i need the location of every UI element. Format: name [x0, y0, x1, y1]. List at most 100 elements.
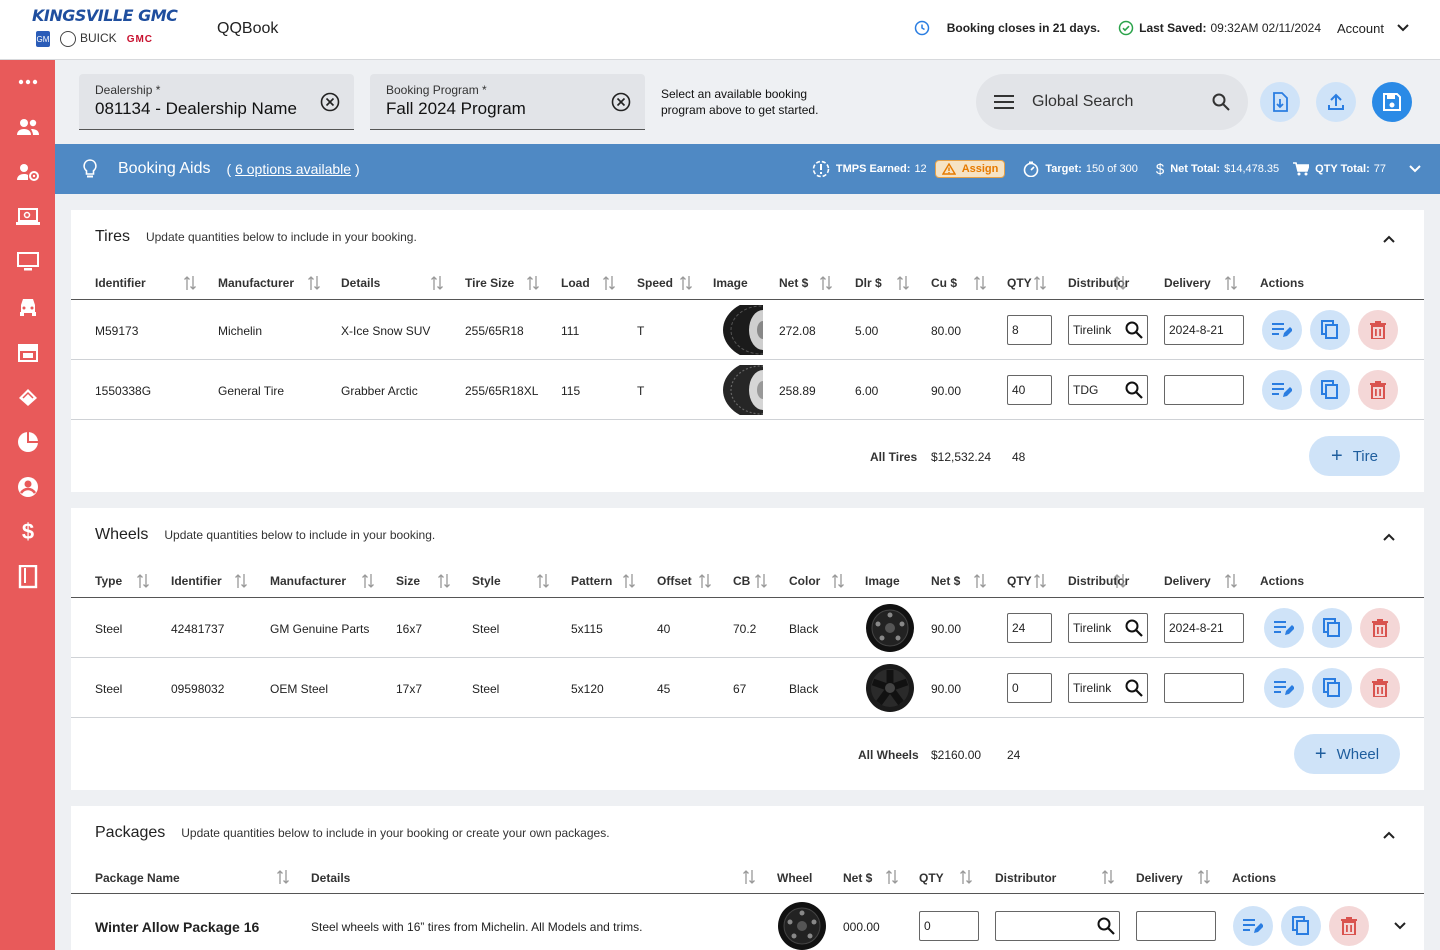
edit-button[interactable] — [1262, 370, 1302, 410]
duplicate-button[interactable] — [1312, 608, 1352, 648]
qty-input[interactable]: 24 — [1007, 613, 1052, 643]
duplicate-button[interactable] — [1310, 310, 1350, 350]
search-icon[interactable] — [1125, 679, 1143, 697]
sort-icon[interactable] — [819, 274, 833, 292]
sort-icon[interactable] — [276, 868, 290, 886]
sort-icon[interactable] — [234, 572, 248, 590]
search-icon[interactable] — [1212, 93, 1230, 111]
chevron-up-icon[interactable] — [1382, 232, 1396, 246]
vehicle-icon[interactable] — [16, 295, 40, 319]
delivery-input[interactable]: 2024-8-21 — [1164, 315, 1244, 345]
distributor-input[interactable]: Tirelink — [1068, 315, 1148, 345]
sort-icon[interactable] — [526, 274, 540, 292]
laptop-icon[interactable] — [16, 205, 40, 229]
save-button[interactable] — [1372, 82, 1412, 122]
qty-input[interactable]: 0 — [919, 911, 979, 941]
global-search[interactable]: Global Search — [976, 74, 1248, 130]
account-menu[interactable]: Account — [1337, 21, 1410, 36]
pie-chart-icon[interactable] — [16, 430, 40, 454]
sort-icon[interactable] — [536, 572, 550, 590]
qty-input[interactable]: 0 — [1007, 673, 1052, 703]
sort-icon[interactable] — [1101, 868, 1115, 886]
sort-icon[interactable] — [959, 868, 973, 886]
sort-icon[interactable] — [754, 572, 768, 590]
delete-button[interactable] — [1360, 608, 1400, 648]
clear-icon[interactable] — [611, 92, 631, 112]
delivery-input[interactable] — [1136, 911, 1216, 941]
distributor-input[interactable]: Tirelink — [1068, 613, 1148, 643]
qty-input[interactable]: 40 — [1007, 375, 1052, 405]
sort-icon[interactable] — [973, 572, 987, 590]
sort-icon[interactable] — [679, 274, 693, 292]
sort-icon[interactable] — [742, 868, 756, 886]
edit-button[interactable] — [1264, 668, 1304, 708]
search-icon[interactable] — [1097, 917, 1115, 935]
delete-button[interactable] — [1360, 668, 1400, 708]
store-icon[interactable] — [16, 340, 40, 364]
edit-button[interactable] — [1262, 310, 1302, 350]
sort-icon[interactable] — [183, 274, 197, 292]
chevron-up-icon[interactable] — [1382, 530, 1396, 544]
duplicate-button[interactable] — [1310, 370, 1350, 410]
search-icon[interactable] — [1125, 381, 1143, 399]
distributor-input[interactable]: Tirelink — [1068, 673, 1148, 703]
duplicate-button[interactable] — [1312, 668, 1352, 708]
duplicate-button[interactable] — [1281, 906, 1321, 946]
options-link[interactable]: 6 options available — [235, 161, 352, 177]
dealership-select[interactable]: Dealership * 081134 - Dealership Name — [79, 74, 354, 130]
delivery-input[interactable] — [1164, 375, 1244, 405]
sort-icon[interactable] — [1033, 274, 1047, 292]
search-input[interactable]: Global Search — [1032, 93, 1134, 110]
add-tire-button[interactable]: + Tire — [1309, 436, 1400, 476]
sort-icon[interactable] — [1033, 572, 1047, 590]
chevron-down-icon[interactable] — [1408, 164, 1422, 174]
monitor-icon[interactable] — [16, 250, 40, 274]
sort-icon[interactable] — [1113, 572, 1127, 590]
dollar-icon[interactable]: $ — [21, 519, 35, 544]
sort-icon[interactable] — [973, 274, 987, 292]
distributor-input[interactable]: TDG — [1068, 375, 1148, 405]
users-icon[interactable] — [16, 115, 40, 139]
sort-icon[interactable] — [1224, 274, 1238, 292]
book-icon[interactable] — [16, 565, 40, 589]
distributor-input[interactable] — [995, 911, 1120, 941]
delete-button[interactable] — [1358, 370, 1398, 410]
search-icon[interactable] — [1125, 619, 1143, 637]
more-icon[interactable] — [16, 70, 40, 94]
booking-program-select[interactable]: Booking Program * Fall 2024 Program — [370, 74, 645, 130]
import-button[interactable] — [1260, 82, 1300, 122]
sort-icon[interactable] — [430, 274, 444, 292]
sort-icon[interactable] — [622, 572, 636, 590]
sort-icon[interactable] — [136, 572, 150, 590]
sort-icon[interactable] — [307, 274, 321, 292]
sort-icon[interactable] — [831, 572, 845, 590]
user-settings-icon[interactable] — [16, 160, 40, 184]
sort-icon[interactable] — [437, 572, 451, 590]
sort-icon[interactable] — [1224, 572, 1238, 590]
upload-button[interactable] — [1316, 82, 1356, 122]
sort-icon[interactable] — [885, 868, 899, 886]
deals-icon[interactable] — [16, 385, 40, 409]
account-circle-icon[interactable] — [16, 475, 40, 499]
sort-icon[interactable] — [896, 274, 910, 292]
assign-button[interactable]: Assign — [934, 160, 1006, 178]
search-icon[interactable] — [1125, 321, 1143, 339]
sort-icon[interactable] — [361, 572, 375, 590]
clear-icon[interactable] — [320, 92, 340, 112]
delivery-input[interactable]: 2024-8-21 — [1164, 613, 1244, 643]
sort-icon[interactable] — [1113, 274, 1127, 292]
chevron-up-icon[interactable] — [1382, 828, 1396, 842]
qty-input[interactable]: 8 — [1007, 315, 1052, 345]
sort-icon[interactable] — [602, 274, 616, 292]
delete-button[interactable] — [1329, 906, 1369, 946]
chevron-down-icon[interactable] — [1393, 921, 1407, 931]
sort-icon[interactable] — [698, 572, 712, 590]
edit-button[interactable] — [1264, 608, 1304, 648]
add-wheel-button[interactable]: + Wheel — [1294, 734, 1400, 774]
delivery-input[interactable] — [1164, 673, 1244, 703]
delete-button[interactable] — [1358, 310, 1398, 350]
sort-icon[interactable] — [1197, 868, 1211, 886]
edit-button[interactable] — [1233, 906, 1273, 946]
dealer-logo[interactable]: KINGSVILLE GMC GM BUICK GMC — [32, 6, 182, 56]
menu-icon[interactable] — [994, 95, 1014, 109]
